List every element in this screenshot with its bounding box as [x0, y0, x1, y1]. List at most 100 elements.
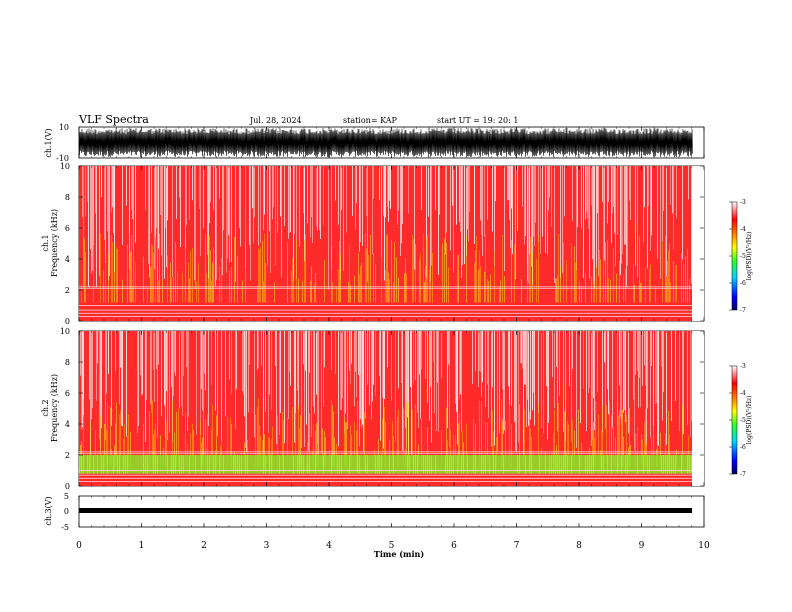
spectrogram-column [348, 281, 349, 303]
spectrogram-column [649, 268, 650, 303]
spectrogram-column [219, 166, 220, 199]
spectrogram-column [534, 331, 535, 426]
spectrogram-column [649, 455, 650, 474]
spectrogram-column [104, 424, 105, 468]
spectrogram-column [620, 331, 621, 418]
spectrogram-column [211, 280, 212, 303]
spectrogram-column [210, 250, 211, 303]
spectrogram-column [298, 404, 299, 468]
spectrogram-column [317, 422, 318, 468]
spectrogram-column [91, 166, 92, 274]
spectrogram-column [264, 434, 265, 468]
spectrogram-column [394, 242, 395, 303]
spectrogram-column [120, 410, 121, 468]
spectrogram-column [387, 234, 388, 303]
spectrogram-column [690, 331, 691, 438]
spectrogram-column [162, 279, 163, 303]
spectrogram-column [264, 233, 265, 303]
spectrogram-column [472, 331, 473, 384]
spectrogram-column [529, 166, 530, 255]
spectrogram-column [572, 331, 573, 370]
spectrogram-column [548, 166, 549, 211]
spectrogram-column [216, 166, 217, 280]
spectrogram-column [404, 272, 405, 303]
spectrogram-column [474, 262, 475, 303]
spectrogram-column [356, 430, 357, 468]
spectrogram-column [552, 331, 553, 378]
spectrogram-column [597, 166, 598, 214]
spectrogram-column [608, 277, 609, 303]
spectrogram-column [205, 418, 206, 468]
spectrogram-column [114, 243, 115, 303]
spectrogram-column [306, 331, 307, 425]
spectrogram-column [448, 331, 449, 365]
spectrogram-column [117, 248, 118, 303]
spectrogram-column [375, 263, 376, 303]
spectrogram-column [579, 455, 580, 474]
spectrogram-column [167, 255, 168, 303]
spectrogram-column [203, 166, 204, 229]
spectrogram-column [511, 240, 512, 303]
spectrogram-column [447, 455, 448, 474]
spectrogram-column [642, 331, 643, 386]
spectrogram-column [445, 455, 446, 474]
spectrogram-column [633, 331, 634, 400]
spectrogram-column [323, 455, 324, 474]
spectrogram-column [650, 263, 651, 303]
spectrogram-column [115, 331, 116, 372]
spectrogram-column [401, 331, 402, 384]
spectrogram-column [213, 166, 214, 211]
spectrogram-column [557, 455, 558, 474]
spectrogram-column [95, 430, 96, 468]
spectrogram-column [481, 455, 482, 474]
spectrogram-column [271, 455, 272, 474]
spectrogram-column [122, 331, 123, 427]
spectrogram-column [437, 331, 438, 383]
spectrogram-column [186, 166, 187, 226]
spectrogram-column [457, 255, 458, 303]
spectrogram-column [462, 431, 463, 468]
spectrogram-column [130, 251, 131, 303]
ch1-ylabel: ch.1(V) [44, 128, 53, 157]
spectrogram-column [179, 455, 180, 474]
spectrogram-column [219, 455, 220, 474]
spectrogram-column [427, 234, 428, 303]
spectrogram-column [299, 428, 300, 468]
spectrogram-column [666, 331, 667, 445]
spectrogram-column [518, 331, 519, 443]
spectrogram-column [309, 331, 310, 373]
spectrogram-column [393, 455, 394, 474]
spectrogram-column [667, 260, 668, 303]
spectrogram-column [350, 285, 351, 303]
spectrogram-column [611, 415, 612, 468]
spectrogram-column [495, 455, 496, 474]
spectrogram-column [293, 455, 294, 474]
spectrogram-column [644, 166, 645, 208]
spectrogram-column [548, 331, 549, 423]
spectrogram-column [389, 279, 390, 303]
spectrogram-column [167, 166, 168, 221]
spectrogram-column [595, 400, 596, 468]
spectrogram-column [165, 331, 166, 439]
spectrogram-column [258, 398, 259, 468]
spectrogram-column [495, 166, 496, 202]
spectrogram-column [239, 166, 240, 228]
spectrogram-column [93, 455, 94, 474]
spectrogram-column [316, 331, 317, 395]
colorbar-tick-label: -6 [740, 280, 746, 287]
spectrogram-column [621, 455, 622, 474]
spectrogram-column [175, 455, 176, 474]
spectrogram-column [568, 424, 569, 468]
spectrogram-column [444, 238, 445, 303]
spectrogram-column [138, 331, 139, 426]
spectrogram-column [294, 166, 295, 235]
spectrogram-column [531, 166, 532, 267]
spectrogram-column [269, 331, 270, 395]
spectrogram-column [681, 253, 682, 303]
spectrogram-column [662, 331, 663, 421]
spectrogram-column [132, 285, 133, 303]
spectrogram-column [563, 242, 564, 303]
spectrogram-column [249, 166, 250, 245]
spectrogram-column [362, 166, 363, 247]
spectrogram-column [84, 238, 85, 303]
